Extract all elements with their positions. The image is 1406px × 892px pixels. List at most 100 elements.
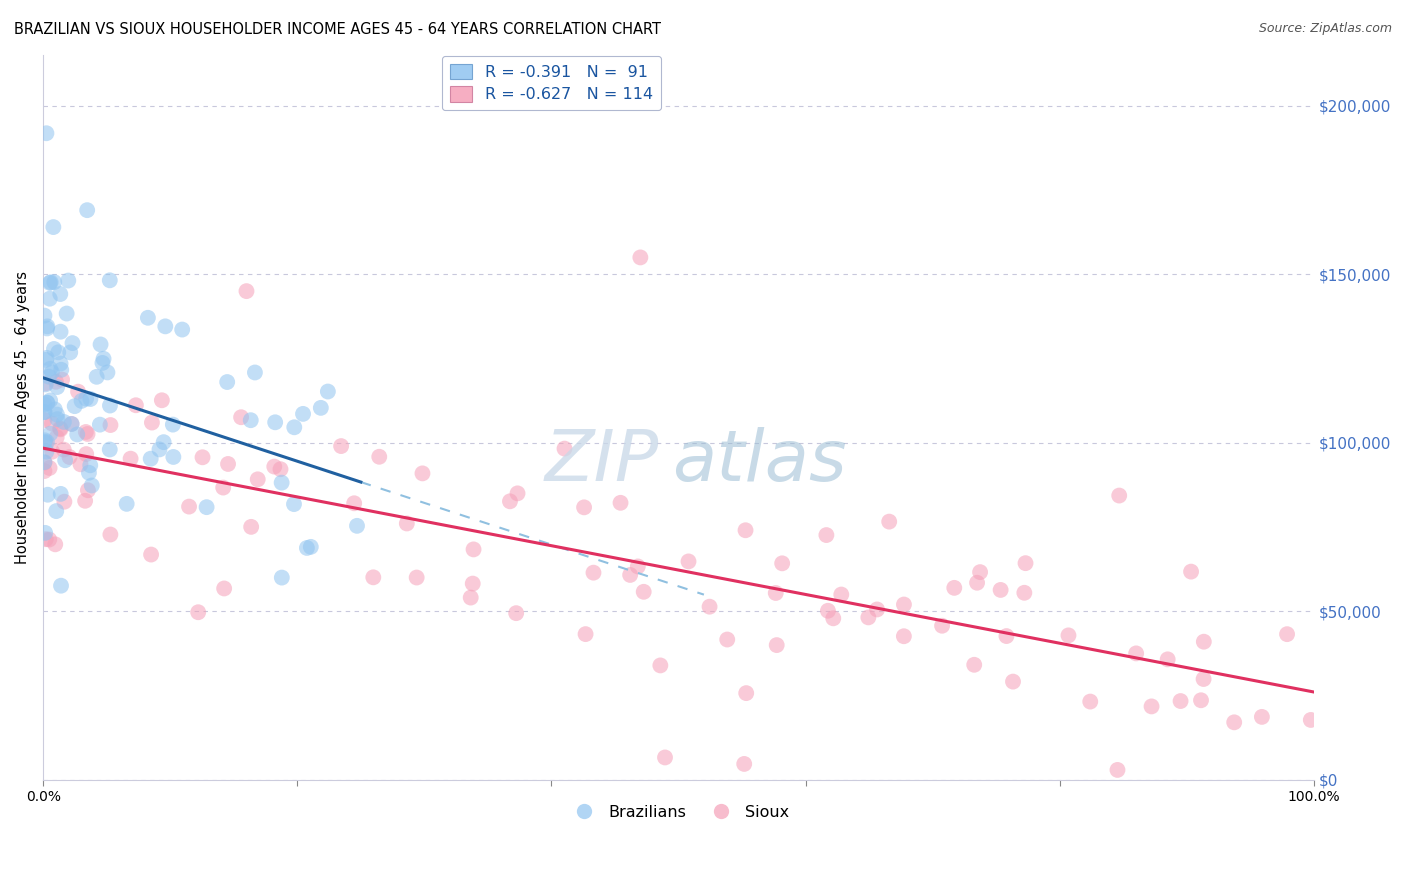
Text: Source: ZipAtlas.com: Source: ZipAtlas.com (1258, 22, 1392, 36)
Point (86, 369, 108, 384)
Point (70, 393, 93, 408)
Point (45, 375, 67, 389)
Text: atlas: atlas (672, 426, 846, 496)
Point (35, 321, 58, 335)
Point (80, 478, 103, 492)
Point (943, 581, 966, 595)
Point (678, 554, 700, 568)
Point (263, 459, 285, 474)
Point (37, 488, 59, 502)
Point (41, 365, 63, 379)
Point (1078, 695, 1101, 709)
Point (35, 444, 58, 458)
Point (235, 284, 257, 298)
Point (98, 273, 121, 287)
Point (1107, 763, 1129, 777)
Point (582, 566, 605, 580)
Point (41, 417, 63, 431)
Point (716, 632, 738, 647)
Point (76, 203, 98, 218)
Point (79, 458, 101, 473)
Point (893, 629, 915, 643)
Point (55, 307, 77, 321)
Point (217, 375, 239, 389)
Point (52, 415, 75, 429)
Point (75, 425, 97, 439)
Point (37, 319, 59, 334)
Point (270, 462, 292, 476)
Point (75, 447, 97, 461)
Point (963, 657, 986, 672)
Point (995, 629, 1018, 643)
Point (44, 275, 66, 289)
Point (34, 397, 56, 411)
Point (34, 309, 56, 323)
Point (931, 619, 953, 633)
Point (770, 557, 793, 571)
Point (212, 481, 235, 495)
Point (1192, 634, 1215, 648)
Point (1014, 586, 1036, 600)
Point (628, 251, 651, 265)
Point (830, 588, 852, 602)
Point (38, 533, 60, 547)
Point (627, 559, 650, 574)
Point (100, 418, 122, 433)
Point (1156, 652, 1178, 666)
Point (330, 439, 353, 453)
Point (42, 220, 65, 235)
Point (765, 638, 787, 652)
Point (229, 410, 252, 425)
Point (51, 363, 73, 377)
Point (162, 417, 184, 432)
Point (316, 384, 339, 399)
Point (195, 500, 218, 515)
Point (100, 527, 122, 541)
Point (1108, 489, 1130, 503)
Point (139, 451, 162, 466)
Point (38, 369, 60, 384)
Point (67, 384, 90, 399)
Point (60, 417, 83, 431)
Point (1189, 693, 1212, 707)
Point (46, 380, 69, 394)
Point (62, 336, 84, 351)
Point (217, 457, 239, 471)
Point (162, 450, 184, 464)
Point (191, 450, 214, 465)
Point (58, 274, 80, 288)
Point (34, 405, 56, 419)
Point (1057, 628, 1080, 642)
Point (34, 464, 56, 478)
Point (346, 518, 368, 533)
Point (1251, 710, 1274, 724)
Point (505, 606, 527, 620)
Point (574, 627, 596, 641)
Point (52, 442, 75, 457)
Point (66, 427, 89, 442)
Point (39, 393, 62, 408)
Point (553, 442, 575, 456)
Point (35, 126, 58, 140)
Point (49, 579, 72, 593)
Point (283, 497, 305, 511)
Point (34, 377, 56, 392)
Point (363, 570, 385, 584)
Point (177, 500, 200, 514)
Point (239, 413, 262, 427)
Point (150, 393, 173, 408)
Point (42, 342, 65, 356)
Point (650, 658, 672, 673)
Point (823, 611, 845, 625)
Point (53, 494, 76, 508)
Point (49, 487, 72, 501)
Point (619, 568, 641, 582)
Point (990, 582, 1012, 597)
Point (46, 412, 69, 426)
Point (115, 497, 138, 511)
Point (44, 402, 66, 417)
Point (77, 483, 100, 498)
Point (1223, 715, 1246, 730)
Point (89, 417, 111, 432)
Point (69, 458, 91, 472)
